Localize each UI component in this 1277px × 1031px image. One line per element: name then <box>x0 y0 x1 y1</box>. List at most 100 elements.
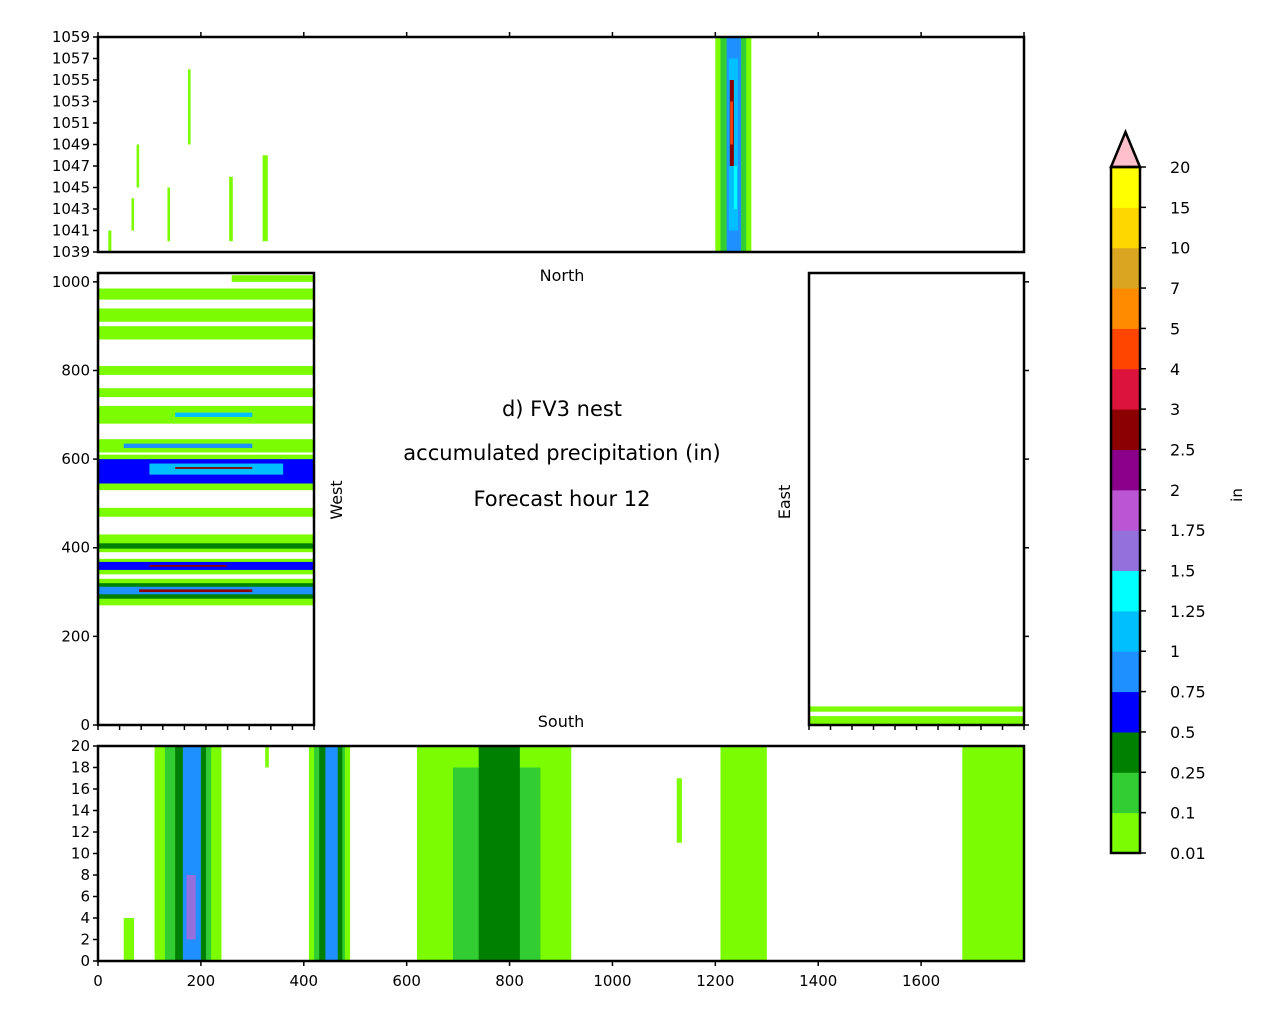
colorbar-tick-label: 5 <box>1170 319 1180 338</box>
colorbar-segment <box>1111 368 1140 410</box>
title-line-3: Forecast hour 12 <box>473 487 650 511</box>
x-tick-label: 800 <box>495 972 524 990</box>
precip-band <box>478 746 520 961</box>
colorbar-segment <box>1111 772 1140 814</box>
precip-band <box>123 918 135 961</box>
panel-frame <box>96 35 1026 254</box>
colorbar-tick-label: 1 <box>1170 642 1180 661</box>
x-tick-label: 1400 <box>799 972 837 990</box>
y-tick-label: 0 <box>80 716 90 734</box>
colorbar-label: in <box>1228 488 1246 502</box>
precip-band <box>98 326 314 340</box>
colorbar-segment <box>1111 489 1140 531</box>
panel-west: 0 200 400 600 800 1000 West <box>52 271 346 734</box>
colorbar-tick-label: 3 <box>1170 400 1180 419</box>
colorbar-segment <box>1111 570 1140 612</box>
colorbar-segment <box>1111 530 1140 572</box>
x-tick-label: 600 <box>392 972 421 990</box>
y-tick-label: 200 <box>61 627 90 645</box>
colorbar-tick-label: 10 <box>1170 239 1190 258</box>
y-tick-label: 1043 <box>52 200 90 218</box>
precip-band <box>167 187 171 242</box>
y-tick-label: 14 <box>71 802 90 820</box>
precip-band <box>139 589 253 593</box>
colorbar-tick-label: 2 <box>1170 481 1180 500</box>
y-tick-label: 6 <box>80 888 90 906</box>
panel-east: East <box>775 271 1029 730</box>
panel-north: 1039 1041 1043 1045 1047 1049 1051 1053 1055 1057… <box>52 28 1026 285</box>
y-tick-label: 2 <box>80 931 90 949</box>
panel-label-west: West <box>327 480 346 519</box>
precip-band <box>676 778 682 843</box>
y-tick-label: 1000 <box>52 273 90 291</box>
precip-band <box>962 746 1024 961</box>
precip-band <box>229 176 233 242</box>
precip-band <box>325 746 338 961</box>
x-tick-label: 0 <box>93 972 103 990</box>
colorbar-tick-label: 2.5 <box>1170 440 1195 459</box>
precip-band <box>262 155 268 242</box>
precip-band <box>136 144 140 188</box>
precip-band <box>98 288 314 300</box>
colorbar-segment <box>1111 731 1140 773</box>
colorbar-tick-label: 1.25 <box>1170 602 1206 621</box>
y-tick-label: 18 <box>71 759 90 777</box>
precip-band <box>98 543 314 549</box>
colorbar-tick-label: 0.01 <box>1170 844 1206 863</box>
precip-band <box>149 463 284 475</box>
colorbar-segment <box>1111 247 1140 289</box>
y-tick-label: 1051 <box>52 114 90 132</box>
y-tick-label: 600 <box>61 450 90 468</box>
x-tick-label: 1600 <box>902 972 940 990</box>
precip-band <box>98 308 314 322</box>
precip-band <box>175 412 253 418</box>
precip-band <box>131 198 135 231</box>
precip-band <box>98 388 314 398</box>
y-tick-label: 1049 <box>52 136 90 154</box>
y-tick-label: 16 <box>71 780 90 798</box>
title-line-2: accumulated precipitation (in) <box>403 441 720 465</box>
colorbar-tick-label: 20 <box>1170 158 1190 177</box>
colorbar-tick-label: 1.5 <box>1170 562 1195 581</box>
precip-band <box>188 69 191 145</box>
precip-band <box>809 716 1024 725</box>
y-tick-label: 1045 <box>52 179 90 197</box>
y-tick-label: 1041 <box>52 222 90 240</box>
colorbar-tick-label: 15 <box>1170 198 1190 217</box>
panel-frame <box>807 271 1026 727</box>
colorbar-tick-label: 0.1 <box>1170 804 1195 823</box>
colorbar-segment <box>1111 449 1140 491</box>
x-tick-label: 1200 <box>696 972 734 990</box>
y-tick-label: 1059 <box>52 28 90 46</box>
colorbar-segment <box>1111 288 1140 329</box>
y-tick-label: 800 <box>61 361 90 379</box>
colorbar-segment <box>1111 812 1140 854</box>
precip-band <box>175 467 253 469</box>
precip-band <box>98 366 314 375</box>
colorbar-segment <box>1111 691 1140 733</box>
y-tick-label: 0 <box>80 952 90 970</box>
y-tick-label: 20 <box>71 737 90 755</box>
panels-group: 1039 1041 1043 1045 1047 1049 1051 1053 1055 1057… <box>52 28 1029 990</box>
panel-label-south: South <box>538 712 585 731</box>
y-tick-label: 1053 <box>52 93 90 111</box>
y-tick-label: 4 <box>80 909 90 927</box>
colorbar-segment <box>1111 328 1140 370</box>
x-tick-label: 1000 <box>593 972 631 990</box>
y-tick-label: 1047 <box>52 157 90 175</box>
precip-band <box>733 166 737 209</box>
panel-frame <box>96 271 316 727</box>
title-line-1: d) FV3 nest <box>502 397 622 421</box>
y-tick-label: 12 <box>71 823 90 841</box>
precip-band <box>186 875 196 940</box>
colorbar-segment <box>1111 207 1140 249</box>
precip-band <box>149 565 227 567</box>
colorbar-segment <box>1111 651 1140 693</box>
precip-band <box>720 746 767 961</box>
colorbar-frame <box>1109 165 1142 855</box>
colorbar-extend-arrow <box>1109 128 1142 169</box>
precip-band <box>123 443 253 449</box>
panel-label-east: East <box>775 485 794 520</box>
x-tick-label: 400 <box>289 972 318 990</box>
